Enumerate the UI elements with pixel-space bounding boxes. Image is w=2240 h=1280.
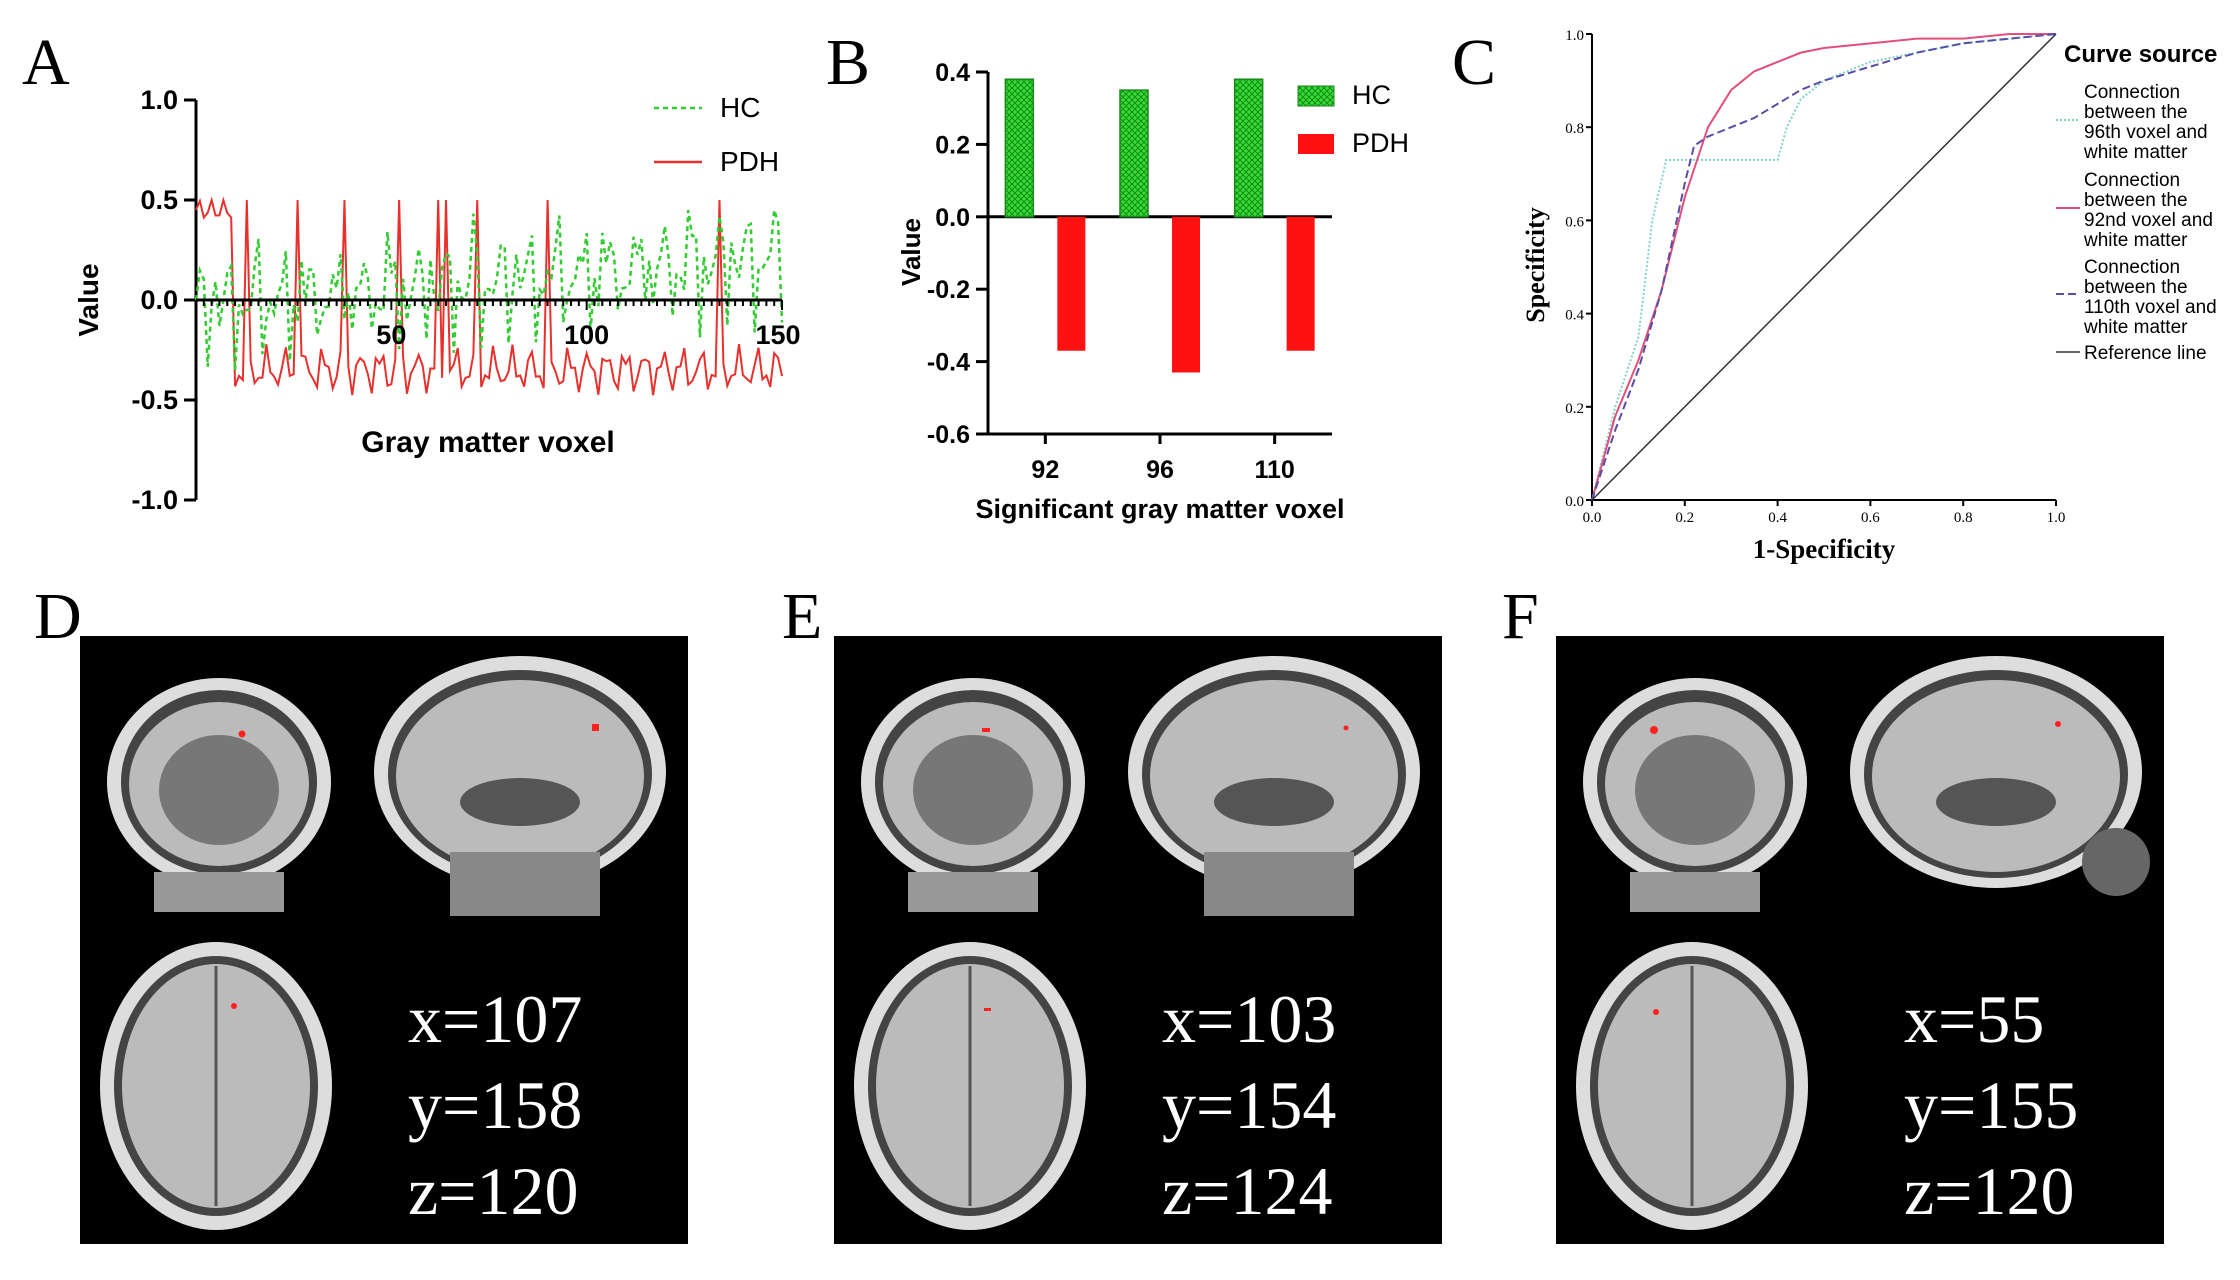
chart-a-xtick-label: 100: [564, 320, 609, 350]
activation-marker: [2055, 721, 2061, 727]
legend-b-hc: HC: [1352, 80, 1391, 110]
panel-label-d: D: [34, 580, 82, 653]
chart-c-series-92: [1591, 33, 2056, 501]
chart-a-xtick-label: 150: [755, 320, 800, 350]
panel-label-f: F: [1502, 580, 1539, 653]
chart-c-ytick-label: 0.8: [1565, 121, 1584, 137]
legend-c-s4: Reference line: [2084, 343, 2207, 364]
chart-b-bar-pdh: [1057, 216, 1086, 351]
chart-b-xtick-label: 92: [1031, 456, 1059, 484]
chart-b-bar-pdh: [1172, 216, 1200, 373]
legend-c-title: Curve source: [2064, 41, 2217, 68]
coords-e: x=103 y=154 z=124: [1162, 976, 1336, 1234]
chart-c-ytick-label: 0.2: [1565, 401, 1584, 417]
legend-c-s1: Connection between the 96th voxel and wh…: [2083, 82, 2213, 163]
coord-y: y=155: [1904, 1067, 2079, 1143]
chart-b-bar: 0.4 0.2 0.0 -0.2 -0.4 -0.6 92 96 110 Value Signi…: [896, 59, 1409, 524]
chart-c-xtick-label: 0.0: [1583, 510, 1602, 526]
chart-c-ylabel: Specificity: [1521, 207, 1550, 323]
coord-y: y=154: [1162, 1067, 1337, 1143]
chart-c-xtick-label: 0.6: [1861, 510, 1880, 526]
chart-c-xtick-label: 0.2: [1675, 510, 1694, 526]
activation-marker: [238, 730, 246, 738]
chart-b-ytick-label: -0.4: [927, 349, 970, 377]
chart-c-roc: 0.0 0.2 0.4 0.6 0.8 1.0 0.0 0.2 0.4 0.6 0.8 1.0 Spe…: [1521, 28, 2222, 564]
chart-c-ytick-label: 0.0: [1565, 494, 1584, 510]
mri-panel-e: x=103 y=154 z=124: [834, 636, 1442, 1244]
axial-slice-d: [100, 942, 332, 1230]
chart-c-xtick-label: 0.8: [1954, 510, 1973, 526]
chart-c-xtick-label: 0.4: [1768, 510, 1787, 526]
chart-a-ylabel: Value: [73, 263, 104, 336]
chart-b-bar-pdh: [1286, 216, 1315, 351]
coords-f: x=55 y=155 z=120: [1904, 976, 2078, 1234]
chart-b-ytick-label: -0.6: [927, 421, 970, 449]
chart-a-series-hc: [194, 209, 784, 371]
chart-a-ytick-label: -0.5: [131, 385, 178, 415]
panel-label-a: A: [22, 26, 70, 99]
panel-label-c: C: [1452, 26, 1497, 99]
chart-c-ytick-label: 0.4: [1565, 308, 1584, 324]
activation-marker: [592, 724, 599, 731]
panel-label-b: B: [826, 26, 871, 99]
coords-d: x=107 y=158 z=120: [408, 976, 582, 1234]
chart-a-ytick-label: 1.0: [140, 85, 178, 115]
mri-panel-d: x=107 y=158 z=120: [80, 636, 688, 1244]
chart-a-xtick-label: 50: [376, 320, 406, 350]
mri-panel-f: x=55 y=155 z=120: [1556, 636, 2164, 1244]
panel-label-e: E: [782, 580, 823, 653]
activation-marker: [984, 1008, 991, 1011]
chart-b-xtick-label: 96: [1146, 456, 1174, 484]
chart-c-ytick-label: 1.0: [1565, 28, 1584, 44]
chart-c-xtick-label: 1.0: [2047, 510, 2066, 526]
chart-b-bar-hc: [1233, 78, 1264, 218]
sagittal-slice-e: [1128, 656, 1420, 916]
coord-z: z=120: [408, 1153, 579, 1229]
chart-c-ytick-label: 0.6: [1565, 214, 1584, 230]
chart-b-ytick-label: 0.4: [935, 59, 970, 87]
activation-marker: [1653, 1009, 1659, 1015]
axial-slice-e: [854, 942, 1086, 1230]
coord-x: x=103: [1162, 981, 1337, 1057]
chart-b-ytick-label: 0.0: [935, 204, 970, 232]
chart-b-bar-hc: [1119, 89, 1149, 218]
legend-c-s3: Connection between the 110th voxel and w…: [2083, 257, 2222, 338]
activation-marker: [1343, 725, 1349, 731]
chart-a-line: 1.0 0.5 0.0 -0.5 -1.0 50 100 150 Value Gray mat…: [73, 85, 801, 510]
chart-b-ytick-label: -0.2: [927, 276, 970, 304]
coord-x: x=107: [408, 981, 583, 1057]
chart-c-xlabel: 1-Specificity: [1753, 534, 1896, 564]
chart-b-ylabel: Value: [896, 218, 926, 286]
coronal-slice-d: [107, 678, 331, 912]
legend-b-pdh: PDH: [1352, 128, 1409, 158]
coord-y: y=158: [408, 1067, 583, 1143]
chart-a-series-pdh: [195, 196, 783, 396]
chart-c-series-110: [1591, 33, 2057, 501]
chart-a-xlabel: Gray matter voxel: [361, 426, 614, 459]
sagittal-slice-d: [374, 656, 666, 916]
chart-b-bar-hc: [1004, 78, 1035, 218]
chart-b-xtick-label: 110: [1254, 456, 1294, 484]
coord-z: z=120: [1904, 1153, 2075, 1229]
chart-a-ytick-label: -1.0: [131, 485, 178, 510]
coord-x: x=55: [1904, 981, 2045, 1057]
activation-marker: [982, 728, 990, 732]
coronal-slice-f: [1583, 678, 1807, 912]
legend-a-hc: HC: [720, 92, 760, 123]
legend-a-pdh: PDH: [720, 146, 779, 177]
activation-marker: [231, 1003, 237, 1009]
coord-z: z=124: [1162, 1153, 1333, 1229]
chart-b-xlabel: Significant gray matter voxel: [975, 494, 1344, 524]
legend-b-pdh-swatch: [1298, 134, 1334, 154]
coronal-slice-e: [861, 678, 1085, 912]
chart-a-ytick-label: 0.5: [140, 185, 178, 215]
chart-c-reference-line: [1591, 33, 2057, 501]
sagittal-slice-f: [1850, 656, 2150, 896]
activation-marker: [1650, 726, 1658, 734]
chart-b-ytick-label: 0.2: [935, 131, 970, 159]
legend-c-s2: Connection between the 92nd voxel and wh…: [2083, 170, 2218, 251]
chart-a-ytick-label: 0.0: [140, 285, 178, 315]
legend-b-hc-swatch: [1297, 85, 1335, 107]
axial-slice-f: [1576, 942, 1808, 1230]
